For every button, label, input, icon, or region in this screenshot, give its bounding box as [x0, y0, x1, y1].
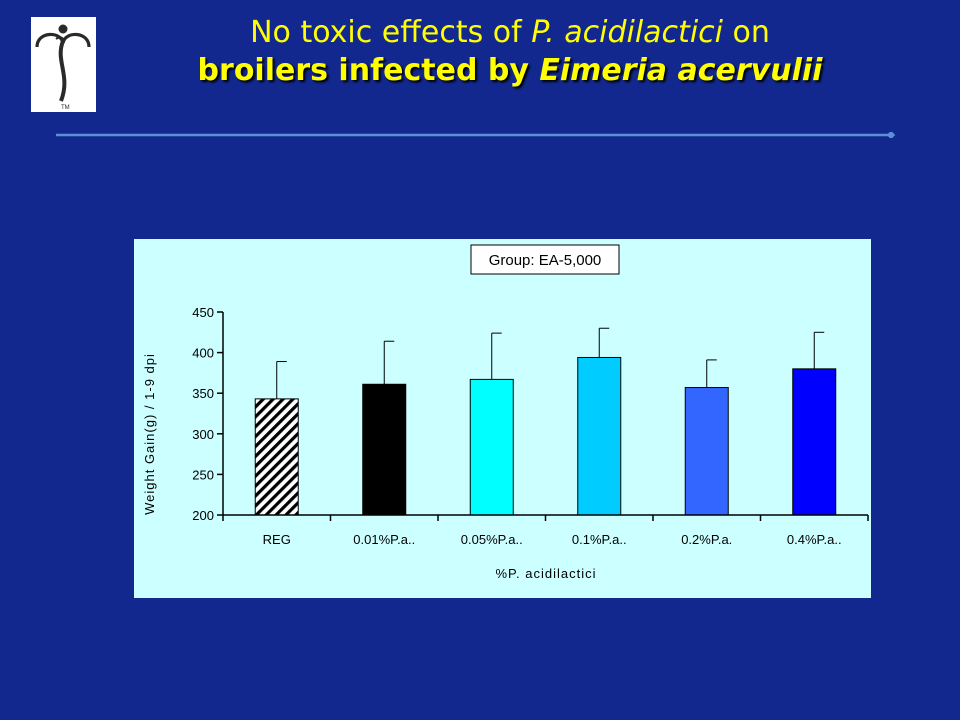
x-tick-label: 0.2%P.a.: [681, 532, 732, 547]
x-tick-label: REG: [263, 532, 291, 547]
x-tick-label: 0.01%P.a..: [353, 532, 415, 547]
chart-title: Group: EA-5,000: [489, 252, 602, 269]
title-line2-italic: Eimeria acervulii: [539, 53, 823, 88]
title-line2-prefix: broilers infected by: [197, 53, 540, 88]
y-tick-label: 400: [192, 346, 214, 361]
logo: TM: [31, 17, 96, 112]
x-axis-label: %P. acidilactici: [495, 566, 596, 581]
title-line1-prefix: No toxic effects of: [250, 15, 532, 50]
y-tick-label: 300: [192, 427, 214, 442]
y-tick-label: 350: [192, 386, 214, 401]
title-divider-rule: [56, 132, 896, 138]
y-tick-label: 450: [192, 305, 214, 320]
y-axis-label: Weight Gain(g) / 1-9 dpi: [142, 353, 157, 515]
bar-4: [577, 356, 622, 516]
bar-5: [684, 387, 729, 516]
y-tick-label: 200: [192, 508, 214, 523]
y-tick-label: 250: [192, 467, 214, 482]
bar-chart: Group: EA-5,000 Weight Gain(g) / 1-9 dpi…: [134, 239, 871, 598]
bar-2: [362, 383, 407, 516]
bar-6: [792, 368, 837, 516]
x-tick-label: 0.4%P.a..: [787, 532, 842, 547]
caduceus-t-logo-icon: TM: [35, 24, 91, 111]
trademark-label: TM: [61, 105, 70, 111]
bar-1: [254, 398, 299, 516]
slide-title-line1: No toxic effects of P. acidilactici on: [100, 14, 920, 52]
chart-title-box: [470, 244, 620, 275]
bar-3: [469, 378, 514, 516]
x-tick-label: 0.05%P.a..: [461, 532, 523, 547]
x-tick-label: 0.1%P.a..: [572, 532, 627, 547]
title-line1-suffix: on: [722, 15, 770, 50]
slide-title-line2: broilers infected by Eimeria acervulii: [100, 52, 920, 90]
title-line1-italic: P. acidilactici: [531, 15, 723, 50]
